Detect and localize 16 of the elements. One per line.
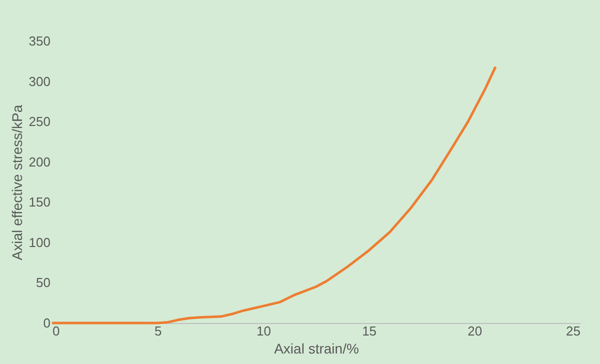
y-tick-label: 50 bbox=[36, 275, 50, 290]
line-series bbox=[50, 66, 497, 324]
x-tick-label: 5 bbox=[154, 324, 162, 338]
x-tick-label: 10 bbox=[256, 324, 271, 338]
x-tick-label: 0 bbox=[52, 324, 60, 338]
y-tick-label: 150 bbox=[28, 194, 50, 210]
x-tick-label: 25 bbox=[566, 324, 580, 338]
y-tick-label: 300 bbox=[28, 74, 50, 89]
x-tick-label: 15 bbox=[362, 324, 377, 338]
y-axis-title: Axial effective stress/kPa bbox=[8, 104, 25, 260]
x-axis-title: Axial strain/% bbox=[274, 340, 359, 356]
y-tick-label: 100 bbox=[28, 234, 50, 250]
y-tick-label: 250 bbox=[28, 114, 50, 130]
y-tick-label: 350 bbox=[28, 34, 50, 48]
y-tick-label: 200 bbox=[28, 154, 50, 170]
x-tick-label: 20 bbox=[468, 324, 482, 338]
